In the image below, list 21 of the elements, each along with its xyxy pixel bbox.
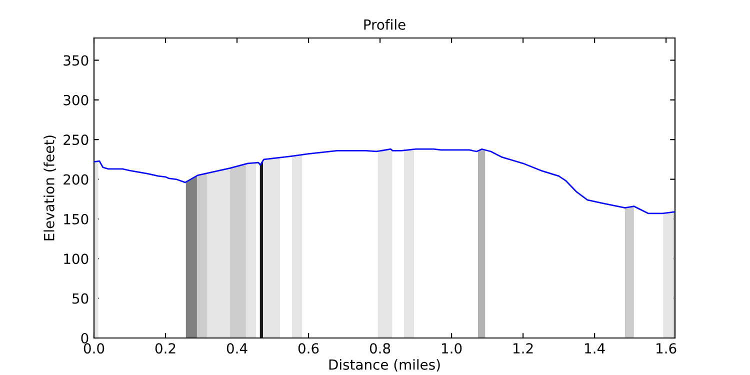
x-tick-label: 1.2	[514, 343, 533, 354]
line-series	[94, 148, 675, 214]
y-tick-label: 200	[64, 174, 88, 185]
y-tick-label: 100	[64, 254, 88, 264]
x-tick-label: 0.6	[298, 343, 319, 354]
y-tick-label: 0	[81, 332, 88, 344]
y-tick-label: 50	[72, 293, 88, 304]
y-tick-label: 150	[64, 214, 88, 224]
x-tick-label: 0.8	[370, 343, 390, 354]
x-tick-label: 1.0	[442, 343, 462, 354]
x-tick-label: 1.4	[585, 343, 605, 354]
y-tick-label: 250	[64, 134, 88, 146]
x-axis-title: Distance (miles)	[329, 359, 440, 372]
x-tick-label: 0.2	[155, 343, 176, 354]
x-tick-label: 1.6	[656, 343, 676, 354]
y-tick-label: 350	[64, 55, 88, 66]
x-tick-label: 0.4	[226, 343, 248, 354]
x-tick-label: 0.0	[84, 343, 104, 354]
chart-title: Profile	[364, 19, 406, 30]
y-axis-title: Elevation (feet)	[44, 136, 56, 240]
y-tick-label: 300	[64, 94, 88, 106]
